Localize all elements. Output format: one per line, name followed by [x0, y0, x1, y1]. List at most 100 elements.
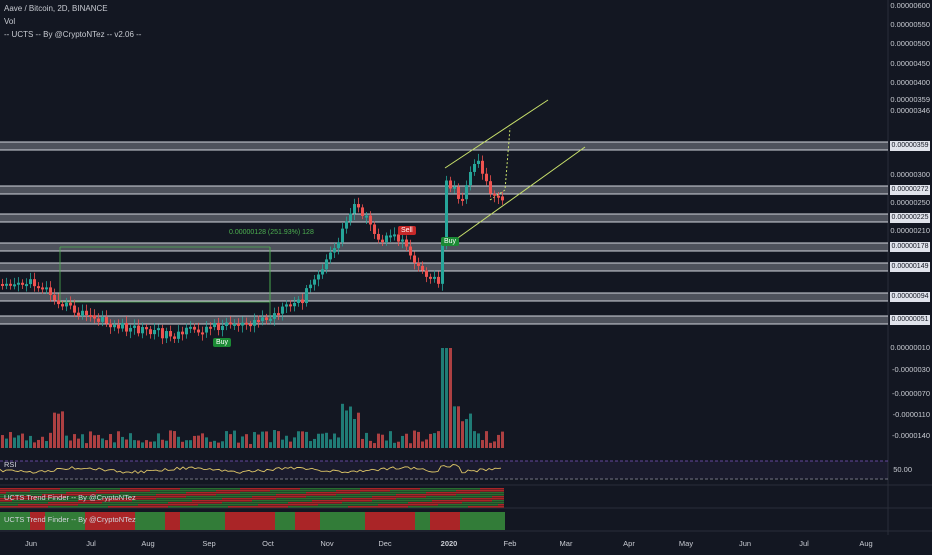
trend-cell	[420, 506, 426, 508]
trend-cell	[60, 502, 66, 504]
trend-cell	[235, 512, 240, 530]
trend-cell	[258, 506, 264, 508]
candle-body	[389, 235, 392, 238]
trend-cell	[492, 504, 498, 506]
trend-cell	[312, 502, 318, 504]
trend-cell	[18, 504, 24, 506]
trend-cell	[130, 512, 135, 530]
trend-cell	[310, 512, 315, 530]
trend-cell	[84, 496, 90, 498]
trend-cell	[456, 502, 462, 504]
trend-cell	[0, 500, 6, 502]
trend-cell	[54, 500, 60, 502]
trend-cell	[138, 500, 144, 502]
volume-bar	[445, 348, 448, 448]
trend-cell	[480, 488, 486, 490]
trend-cell	[54, 502, 60, 504]
rsi-title[interactable]: RSI	[4, 460, 17, 469]
trend-cell	[420, 496, 426, 498]
trend-cell	[288, 492, 294, 494]
candle-body	[241, 322, 244, 326]
candle-body	[353, 204, 356, 214]
trend-cell	[168, 494, 174, 496]
trend-cell	[78, 502, 84, 504]
trend-cell	[336, 488, 342, 490]
rsi-level-label: 50.00	[893, 465, 912, 474]
trend-cell	[384, 490, 390, 492]
trend-cell	[360, 498, 366, 500]
candle-body	[477, 160, 480, 164]
trend-cell	[42, 500, 48, 502]
trend-cell	[360, 492, 366, 494]
trend-cell	[42, 506, 48, 508]
trend-cell	[156, 502, 162, 504]
trend-cell	[384, 502, 390, 504]
volume-bar	[449, 348, 452, 448]
trend-cell	[390, 512, 395, 530]
trend-cell	[234, 500, 240, 502]
trend-cell	[85, 512, 90, 530]
candle-body	[37, 286, 40, 289]
trend-cell	[204, 492, 210, 494]
trend-cell	[192, 502, 198, 504]
volume-bar	[473, 431, 476, 448]
symbol-title[interactable]: Aave / Bitcoin, 2D, BINANCE	[4, 4, 108, 13]
trend-cell	[234, 488, 240, 490]
price-axis-label: 0.00000250	[890, 198, 930, 207]
trend-cell	[234, 496, 240, 498]
trend-cell	[324, 500, 330, 502]
trend-cell	[156, 496, 162, 498]
trend-cell	[468, 498, 474, 500]
trend-cell	[6, 498, 12, 500]
trend-cell	[36, 498, 42, 500]
candle-body	[325, 259, 328, 270]
trend-cell	[168, 498, 174, 500]
volume-bar	[105, 440, 108, 448]
volume-bar	[61, 411, 64, 448]
trend-cell	[450, 494, 456, 496]
candle-body	[461, 198, 464, 201]
ucts-legend[interactable]: -- UCTS -- By @CryptoNTez -- v2.06 --	[4, 30, 142, 39]
volume-bar	[369, 440, 372, 448]
trend-cell	[75, 512, 80, 530]
trend-cell	[324, 494, 330, 496]
trend-cell	[115, 512, 120, 530]
trend-cell	[54, 496, 60, 498]
volume-bar	[29, 435, 32, 448]
trend-cell	[72, 488, 78, 490]
level-band	[0, 316, 888, 324]
trend-finder-title-2[interactable]: UCTS Trend Finder -- By @CryptoNTez	[4, 515, 136, 524]
trend-cell	[432, 494, 438, 496]
trend-cell	[150, 488, 156, 490]
trend-cell	[234, 490, 240, 492]
trend-cell	[336, 500, 342, 502]
trend-cell	[96, 492, 102, 494]
trend-cell	[78, 504, 84, 506]
trend-cell	[120, 494, 126, 496]
volume-legend[interactable]: Vol	[4, 17, 16, 26]
trend-cell	[228, 498, 234, 500]
volume-bar	[321, 433, 324, 448]
trend-cell	[12, 500, 18, 502]
trend-cell	[12, 490, 18, 492]
trend-finder-title-1[interactable]: UCTS Trend Finder -- By @CryptoNTez	[4, 493, 136, 502]
candle-body	[133, 325, 136, 328]
trend-cell	[294, 506, 300, 508]
trend-cell	[384, 492, 390, 494]
trend-cell	[54, 504, 60, 506]
trend-cell	[246, 506, 252, 508]
trend-cell	[0, 498, 6, 500]
trend-cell	[396, 500, 402, 502]
candle-body	[57, 300, 60, 305]
trend-cell	[360, 500, 366, 502]
volume-bar	[85, 443, 88, 448]
trend-cell	[0, 512, 5, 530]
volume-bar	[265, 431, 268, 448]
trend-cell	[432, 492, 438, 494]
trend-cell	[288, 488, 294, 490]
volume-bar	[437, 431, 440, 448]
volume-bar	[113, 442, 116, 448]
trend-cell	[474, 502, 480, 504]
